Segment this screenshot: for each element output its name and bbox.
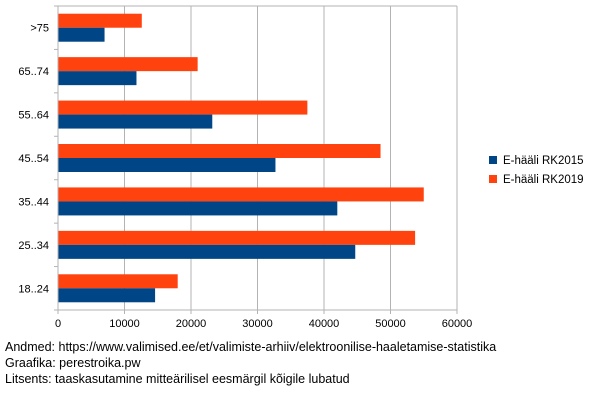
bar-rk2015 — [58, 288, 156, 303]
graphics-note: Graafika: perestroika.pw — [5, 356, 141, 370]
bar-rk2015 — [58, 244, 356, 259]
y-tick-label: 45..54 — [18, 153, 49, 165]
legend-label: E-hääli RK2019 — [503, 174, 584, 186]
x-tick-label: 20000 — [176, 318, 207, 330]
y-tick-label: 65..74 — [18, 66, 49, 78]
legend-label: E-hääli RK2015 — [503, 155, 584, 167]
bar-rk2019 — [58, 230, 416, 245]
legend: E-hääli RK2015 E-hääli RK2019 — [489, 155, 584, 186]
bars — [58, 13, 424, 303]
bar-rk2015 — [58, 114, 213, 129]
source-note: Andmed: https://www.valimised.ee/et/vali… — [5, 340, 497, 354]
x-tick-label: 40000 — [309, 318, 340, 330]
x-tick-label: 10000 — [109, 318, 140, 330]
bar-rk2019 — [58, 13, 142, 28]
y-tick-label: 55..64 — [18, 110, 49, 122]
x-tick-label: 50000 — [375, 318, 406, 330]
tick-labels: 0 10000 20000 30000 40000 50000 60000 >75 65..74… — [18, 23, 472, 330]
bar-rk2019 — [58, 57, 198, 72]
bar-rk2015 — [58, 158, 276, 172]
bar-rk2015 — [58, 201, 338, 216]
bar-rk2019 — [58, 144, 381, 158]
bar-rk2019 — [58, 274, 178, 289]
y-tick-label: 35..44 — [18, 196, 49, 208]
chart-notes: Andmed: https://www.valimised.ee/et/vali… — [5, 339, 496, 387]
axes — [54, 5, 458, 314]
bar-chart: 0 10000 20000 30000 40000 50000 60000 >75 65..74… — [18, 5, 584, 330]
bar-rk2015 — [58, 71, 137, 86]
bar-rk2019 — [58, 187, 424, 202]
x-tick-label: 60000 — [442, 318, 473, 330]
license-note: Litsents: taaskasutamine mitteärilisel e… — [5, 372, 350, 386]
y-tick-label: 25..34 — [18, 240, 49, 252]
legend-swatch — [489, 175, 497, 183]
y-tick-label: >75 — [30, 23, 49, 35]
x-tick-label: 0 — [55, 318, 61, 330]
x-tick-label: 30000 — [242, 318, 273, 330]
bar-rk2015 — [58, 27, 105, 42]
legend-swatch — [489, 156, 497, 164]
bar-rk2019 — [58, 100, 308, 115]
y-tick-label: 18..24 — [18, 283, 49, 295]
